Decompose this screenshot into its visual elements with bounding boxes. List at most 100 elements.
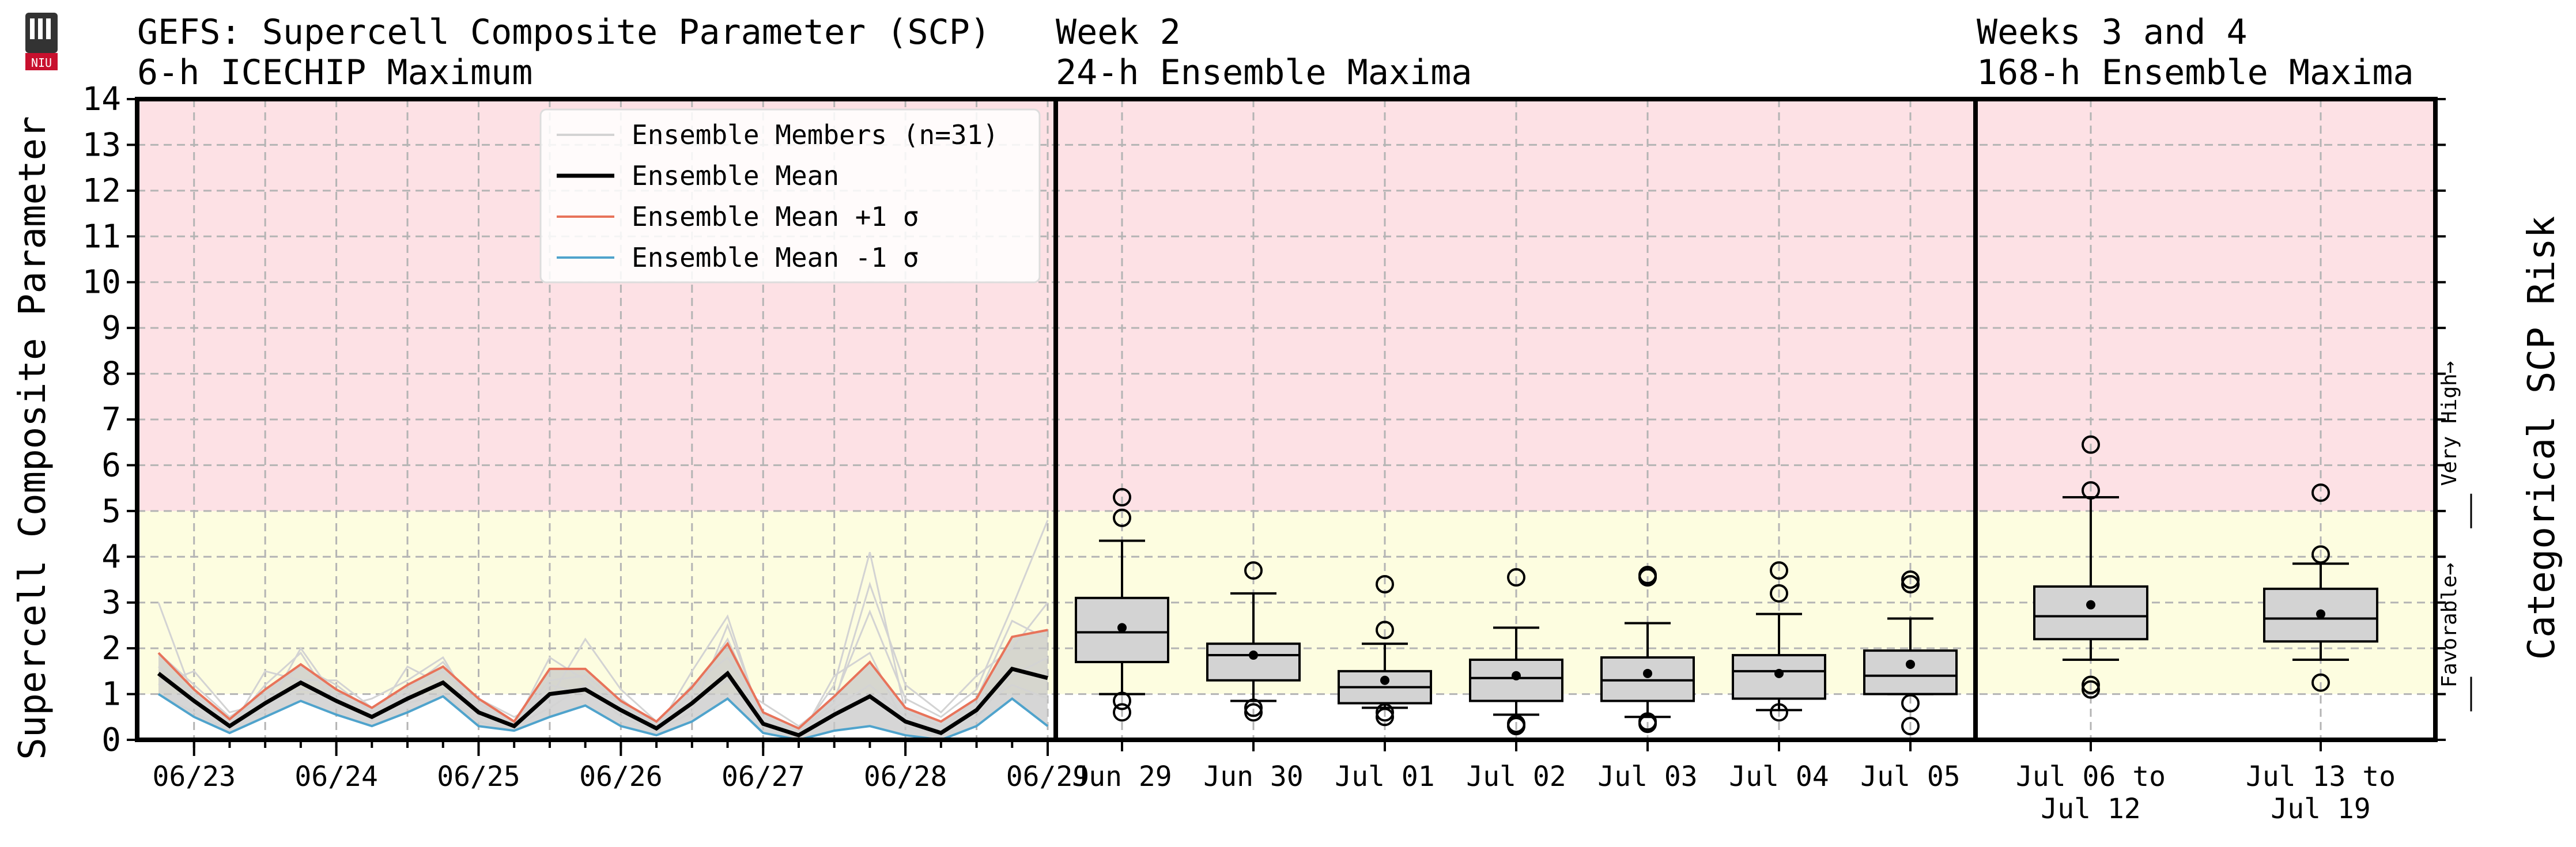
x-tick-label: Jun 30 (1203, 761, 1303, 793)
mean-dot (1380, 675, 1389, 685)
mean-dot (1512, 671, 1521, 680)
y-tick-label: 11 (82, 218, 121, 255)
outlier-point (1901, 694, 1920, 713)
mid-title-line2: 24-h Ensemble Maxima (1056, 52, 1472, 93)
outlier-point (2082, 675, 2100, 694)
outlier-point (1376, 703, 1394, 722)
right-title-line2: 168-h Ensemble Maxima (1977, 52, 2414, 93)
y-tick-label: 2 (101, 630, 121, 667)
x-tick-label: 06/25 (437, 761, 520, 793)
grid-lines (137, 99, 2435, 740)
week2-boxplots (1075, 488, 1958, 736)
left-title-line1: GEFS: Supercell Composite Parameter (SCP… (137, 12, 991, 52)
outlier-point (2082, 481, 2100, 500)
outlier-point (1770, 584, 1788, 603)
outlier-point (1113, 508, 1131, 527)
x-tick-label: Jul 03 (1597, 761, 1697, 793)
outlier-point (1244, 561, 1263, 580)
mean-dot (1774, 668, 1784, 678)
risk-favorable-label: Favorable→ (2438, 563, 2461, 688)
mean-dot (1249, 651, 1258, 660)
x-tick-label: Jul 04 (1729, 761, 1829, 793)
outlier-point (1770, 561, 1788, 580)
x-tick-label: 06/23 (152, 761, 236, 793)
outlier-point (1376, 574, 1394, 593)
outlier-point (2082, 680, 2100, 699)
plus-sigma-line (157, 629, 1048, 730)
mean-dot (2316, 609, 2325, 619)
x-tick-label: 06/29 (1006, 761, 1090, 793)
outlier-point (1901, 717, 1920, 736)
x-tick-label: 06/26 (579, 761, 663, 793)
legend-plus-sigma: Ensemble Mean +1 σ (632, 201, 919, 232)
mean-dot (1117, 623, 1127, 633)
y-tick-label: 6 (101, 447, 121, 484)
y-tick-label: 0 (101, 721, 121, 759)
x-tick-label: Jul 06 to (2016, 761, 2166, 793)
y-tick-label: 10 (82, 264, 121, 301)
legend-minus-sigma: Ensemble Mean -1 σ (632, 242, 919, 273)
y-tick-label: 3 (101, 584, 121, 622)
outlier-point (1376, 621, 1394, 640)
left-title-line2: 6-h ICECHIP Maximum (137, 52, 532, 93)
mean-dot (1906, 659, 1915, 669)
x-tick-label: Jul 01 (1335, 761, 1434, 793)
outlier-point (1244, 698, 1263, 717)
y-tick-label: 4 (101, 538, 121, 576)
legend-mean: Ensemble Mean (632, 160, 839, 191)
y-tick-label: 1 (101, 676, 121, 713)
box (2033, 585, 2148, 641)
outlier-point (1507, 714, 1525, 733)
mid-title-line1: Week 2 (1056, 12, 1181, 52)
y-axis-label: Supercell Composite Parameter (12, 116, 54, 759)
minus-sigma-line (157, 693, 1049, 742)
legend: Ensemble Members (n=31) Ensemble Mean En… (539, 108, 1041, 283)
x-tick-label: Jul 12 (2041, 793, 2140, 825)
x-tick-label: 06/27 (722, 761, 805, 793)
box (1863, 649, 1958, 695)
outlier-point (1507, 568, 1525, 587)
risk-bands (137, 99, 2435, 694)
outlier-point (1901, 574, 1920, 593)
box (1206, 642, 1301, 682)
outlier-point (1376, 708, 1394, 727)
logo-text: NIU (31, 56, 52, 70)
timeseries-panel (157, 520, 1049, 742)
x-tick-label: Jun 29 (1072, 761, 1172, 793)
outlier-point (1244, 703, 1263, 722)
outlier-point (1770, 703, 1788, 722)
mean-line (157, 666, 1048, 738)
y-tick-label: 9 (101, 309, 121, 347)
outlier-point (1901, 570, 1920, 589)
weeks34-boxplots (2033, 435, 2378, 699)
outlier-point (1638, 712, 1657, 731)
very-high-band (137, 99, 2435, 511)
member-line (158, 520, 1049, 728)
outlier-point (2311, 673, 2330, 692)
outlier-point (2082, 435, 2100, 454)
x-tick-label: Jul 19 (2271, 793, 2370, 825)
outlier-point (1113, 691, 1131, 710)
outlier-point (1113, 703, 1131, 722)
mean-dot (2086, 600, 2095, 610)
x-tick-label: Jul 02 (1466, 761, 1566, 793)
risk-very-high-label: Very High→ (2438, 361, 2461, 486)
x-tick-label: Jul 13 to (2246, 761, 2396, 793)
outlier-point (2311, 545, 2330, 564)
y-tick-label: 12 (82, 172, 121, 210)
y-tick-label: 13 (82, 126, 121, 164)
mean-dot (1643, 668, 1652, 678)
member-line (158, 651, 1048, 742)
x-tick-label: 06/28 (864, 761, 947, 793)
y-tick-label: 5 (101, 493, 121, 530)
legend-members: Ensemble Members (n=31) (632, 119, 999, 150)
x-tick-label: Jul 05 (1860, 761, 1960, 793)
outlier-point (1113, 488, 1131, 507)
niu-logo: NIU (25, 13, 58, 70)
y-tick-label: 7 (101, 401, 121, 438)
y-tick-label: 8 (101, 356, 121, 393)
x-tick-label: 06/24 (294, 761, 378, 793)
y-tick-label: 14 (82, 81, 121, 118)
